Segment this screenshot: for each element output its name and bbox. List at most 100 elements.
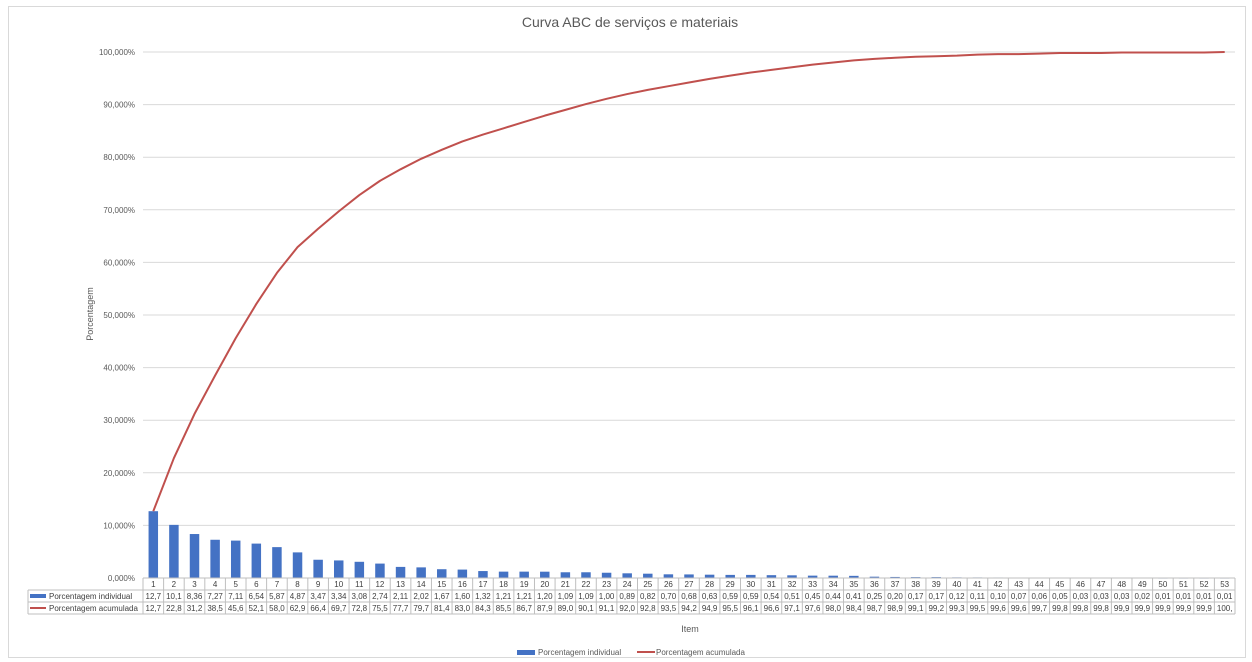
x-tick-label: 20 xyxy=(540,580,549,589)
x-tick-label: 9 xyxy=(316,580,321,589)
bar xyxy=(869,576,880,578)
table-cell-cumulative: 52,1 xyxy=(249,604,265,613)
x-tick-label: 5 xyxy=(233,580,238,589)
x-tick-label: 39 xyxy=(932,580,941,589)
bar xyxy=(560,572,571,578)
table-cell-cumulative: 98,9 xyxy=(887,604,903,613)
table-cell-individual: 0,01 xyxy=(1155,592,1171,601)
x-tick-label: 30 xyxy=(746,580,755,589)
table-cell-cumulative: 93,5 xyxy=(661,604,677,613)
x-tick-label: 31 xyxy=(767,580,776,589)
table-cell-individual: 0,01 xyxy=(1196,592,1212,601)
table-cell-cumulative: 77,7 xyxy=(393,604,409,613)
table-cell-individual: 1,21 xyxy=(516,592,532,601)
y-tick-label: 40,000% xyxy=(103,364,135,373)
table-cell-individual: 0,03 xyxy=(1073,592,1089,601)
table-cell-cumulative: 99,3 xyxy=(949,604,965,613)
table-cell-cumulative: 97,1 xyxy=(784,604,800,613)
table-cell-individual: 0,05 xyxy=(1052,592,1068,601)
table-cell-individual: 0,10 xyxy=(990,592,1006,601)
table-cell-individual: 0,12 xyxy=(949,592,965,601)
table-cell-individual: 0,54 xyxy=(764,592,780,601)
table-cell-cumulative: 92,8 xyxy=(640,604,656,613)
chart-title: Curva ABC de serviços e materiais xyxy=(522,14,738,30)
bar xyxy=(725,574,735,578)
data-table: 1 2 3 4 5 6 7 8 9 10 11 12 13 14 15 16 17 18 19 20 21 22 23 24 2… xyxy=(27,577,1236,615)
y-tick-label: 20,000% xyxy=(103,469,135,478)
table-cell-individual: 7,27 xyxy=(207,592,223,601)
table-cell-cumulative: 99,1 xyxy=(908,604,924,613)
y-tick-label: 90,000% xyxy=(103,101,135,110)
table-cell-cumulative: 99,6 xyxy=(1011,604,1027,613)
table-cell-individual: 0,02 xyxy=(1134,592,1150,601)
table-cell-individual: 12,7 xyxy=(146,592,162,601)
bar-series xyxy=(148,511,1230,579)
table-cell-cumulative: 99,8 xyxy=(1093,604,1109,613)
bar xyxy=(272,547,282,578)
bar xyxy=(210,539,220,578)
table-cell-cumulative: 85,5 xyxy=(496,604,512,613)
x-tick-label: 52 xyxy=(1200,580,1209,589)
x-tick-label: 3 xyxy=(192,580,197,589)
bar xyxy=(828,575,838,578)
row-header-cumulative: Porcentagem acumulada xyxy=(49,604,138,613)
x-tick-label: 7 xyxy=(275,580,280,589)
table-cell-cumulative: 99,7 xyxy=(1031,604,1047,613)
bar xyxy=(230,540,241,578)
table-cell-individual: 0,82 xyxy=(640,592,656,601)
y-tick-label: 60,000% xyxy=(103,258,135,267)
table-cell-cumulative: 45,6 xyxy=(228,604,244,613)
y-tick-label: 0,000% xyxy=(108,574,135,583)
table-cell-cumulative: 99,9 xyxy=(1134,604,1150,613)
table-cell-cumulative: 99,6 xyxy=(990,604,1006,613)
bar xyxy=(457,569,468,578)
x-tick-label: 45 xyxy=(1055,580,1064,589)
row-header-individual: Porcentagem individual xyxy=(49,592,132,601)
x-tick-label: 33 xyxy=(808,580,817,589)
table-cell-individual: 0,59 xyxy=(722,592,738,601)
bar xyxy=(601,572,612,578)
bar xyxy=(849,575,859,578)
table-cell-cumulative: 99,9 xyxy=(1176,604,1192,613)
x-tick-label: 24 xyxy=(623,580,632,589)
table-cell-individual: 1,00 xyxy=(599,592,615,601)
y-axis-ticks: 0,000% 10,000% 20,000% 30,000% 40,000% 50,000… xyxy=(99,48,135,583)
table-cell-individual: 0,51 xyxy=(784,592,800,601)
x-tick-label: 17 xyxy=(479,580,488,589)
bar xyxy=(746,574,756,578)
x-tick-label: 18 xyxy=(499,580,508,589)
bar xyxy=(169,524,179,578)
x-tick-label: 4 xyxy=(213,580,218,589)
table-cell-individual: 8,36 xyxy=(187,592,203,601)
x-tick-label: 37 xyxy=(891,580,900,589)
table-cell-individual: 3,08 xyxy=(352,592,368,601)
bar xyxy=(704,574,715,578)
table-cell-cumulative: 91,1 xyxy=(599,604,615,613)
bar xyxy=(478,571,488,578)
x-axis-title: Item xyxy=(681,624,699,634)
table-cell-individual: 0,17 xyxy=(928,592,944,601)
bar xyxy=(787,575,797,578)
x-tick-label: 51 xyxy=(1179,580,1188,589)
bar xyxy=(663,574,674,578)
table-cell-cumulative: 96,6 xyxy=(764,604,780,613)
y-tick-label: 50,000% xyxy=(103,311,135,320)
bar xyxy=(395,566,406,578)
x-tick-label: 6 xyxy=(254,580,259,589)
bar xyxy=(437,569,447,578)
x-tick-label: 36 xyxy=(870,580,879,589)
x-tick-label: 38 xyxy=(911,580,920,589)
x-tick-label: 15 xyxy=(437,580,446,589)
table-cell-cumulative: 99,2 xyxy=(928,604,944,613)
table-cell-cumulative: 62,9 xyxy=(290,604,306,613)
table-cell-cumulative: 98,7 xyxy=(867,604,883,613)
table-cell-individual: 0,68 xyxy=(681,592,697,601)
table-cell-cumulative: 89,0 xyxy=(558,604,574,613)
x-tick-label: 46 xyxy=(1076,580,1085,589)
table-cell-cumulative: 95,5 xyxy=(722,604,738,613)
x-tick-label: 22 xyxy=(582,580,591,589)
x-tick-label: 42 xyxy=(994,580,1003,589)
y-tick-label: 70,000% xyxy=(103,206,135,215)
x-tick-label: 8 xyxy=(295,580,300,589)
bar xyxy=(540,571,550,578)
